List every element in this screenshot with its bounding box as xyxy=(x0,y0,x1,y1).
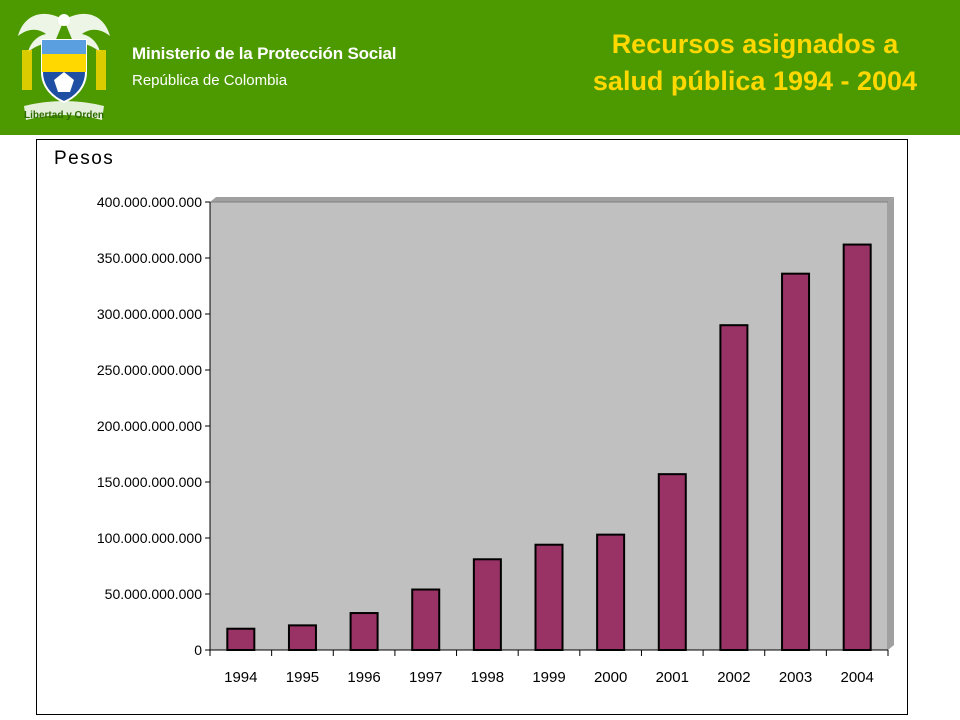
slide-title-line-1: Recursos asignados a xyxy=(611,29,899,59)
y-tick-label: 100.000.000.000 xyxy=(97,530,202,546)
emblem-motto: Libertad y Orden xyxy=(24,110,104,121)
x-tick-label: 2002 xyxy=(717,669,750,686)
bar-1999 xyxy=(534,543,564,651)
plot-area-top-depth xyxy=(210,197,894,202)
x-tick-label: 2000 xyxy=(594,669,627,686)
x-tick-label: 2003 xyxy=(779,669,812,686)
bar-2001 xyxy=(657,473,687,651)
y-axis-label: Pesos xyxy=(54,148,115,169)
y-tick-label: 150.000.000.000 xyxy=(97,474,202,490)
bar-1994 xyxy=(226,627,256,651)
x-tick-label: 1999 xyxy=(532,669,565,686)
bar-2002 xyxy=(719,324,749,651)
slide-title: Recursos asignados a salud pública 1994 … xyxy=(550,26,960,100)
y-tick-label: 50.000.000.000 xyxy=(105,586,203,602)
organization-country: República de Colombia xyxy=(132,72,288,89)
y-tick-label: 400.000.000.000 xyxy=(97,194,202,210)
coat-of-arms-logo: Libertad y Orden xyxy=(18,13,110,121)
header-band: Libertad y Orden Ministerio de la Protec… xyxy=(0,0,960,135)
bar-2003 xyxy=(781,272,811,651)
x-tick-label: 1997 xyxy=(409,669,442,686)
x-tick-label: 1998 xyxy=(471,669,504,686)
x-tick-label: 1995 xyxy=(286,669,319,686)
y-tick-label: 0 xyxy=(194,642,202,658)
y-tick-label: 300.000.000.000 xyxy=(97,306,202,322)
y-tick-label: 250.000.000.000 xyxy=(97,362,202,378)
y-tick-label: 200.000.000.000 xyxy=(97,418,202,434)
bar-1996 xyxy=(349,612,379,651)
y-tick-label: 350.000.000.000 xyxy=(97,250,202,266)
slide-title-line-2: salud pública 1994 - 2004 xyxy=(592,66,918,96)
bar-1997 xyxy=(411,588,441,652)
organization-name: Ministerio de la Protección Social xyxy=(132,44,397,63)
x-tick-label: 1996 xyxy=(347,669,380,686)
bar-1995 xyxy=(287,624,317,651)
plot-area-right-depth xyxy=(888,197,894,650)
x-tick-label: 2001 xyxy=(656,669,689,686)
bar-1998 xyxy=(472,558,502,652)
bar-2000 xyxy=(596,533,626,652)
x-tick-label: 2004 xyxy=(840,669,873,686)
bar-2004 xyxy=(842,243,872,651)
x-tick-label: 1994 xyxy=(224,669,257,686)
